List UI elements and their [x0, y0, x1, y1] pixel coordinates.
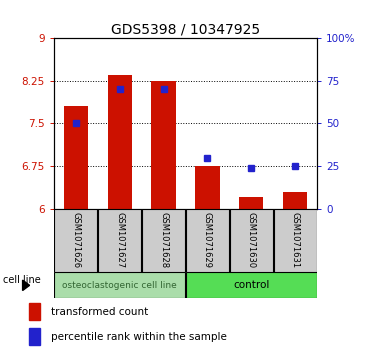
Bar — [54, 209, 98, 272]
Text: control: control — [233, 280, 270, 290]
Polygon shape — [23, 280, 30, 290]
Bar — [142, 209, 185, 272]
Text: percentile rank within the sample: percentile rank within the sample — [51, 332, 227, 342]
Text: GSM1071628: GSM1071628 — [159, 212, 168, 269]
Bar — [230, 209, 273, 272]
Bar — [151, 81, 175, 209]
Bar — [108, 74, 132, 209]
Bar — [54, 272, 185, 298]
Bar — [239, 197, 263, 209]
Bar — [29, 328, 40, 345]
Text: GSM1071627: GSM1071627 — [115, 212, 124, 269]
Text: GSM1071630: GSM1071630 — [247, 212, 256, 269]
Text: cell line: cell line — [3, 274, 40, 285]
Bar — [273, 209, 317, 272]
Text: transformed count: transformed count — [51, 307, 148, 317]
Text: GSM1071631: GSM1071631 — [291, 212, 300, 269]
Bar — [186, 209, 229, 272]
Bar — [98, 209, 141, 272]
Text: osteoclastogenic cell line: osteoclastogenic cell line — [62, 281, 177, 290]
Bar — [186, 272, 317, 298]
Text: GSM1071626: GSM1071626 — [71, 212, 80, 269]
Text: GSM1071629: GSM1071629 — [203, 212, 212, 269]
Bar — [29, 303, 40, 321]
Title: GDS5398 / 10347925: GDS5398 / 10347925 — [111, 23, 260, 37]
Bar — [196, 166, 220, 209]
Bar — [64, 106, 88, 209]
Bar — [283, 192, 307, 209]
